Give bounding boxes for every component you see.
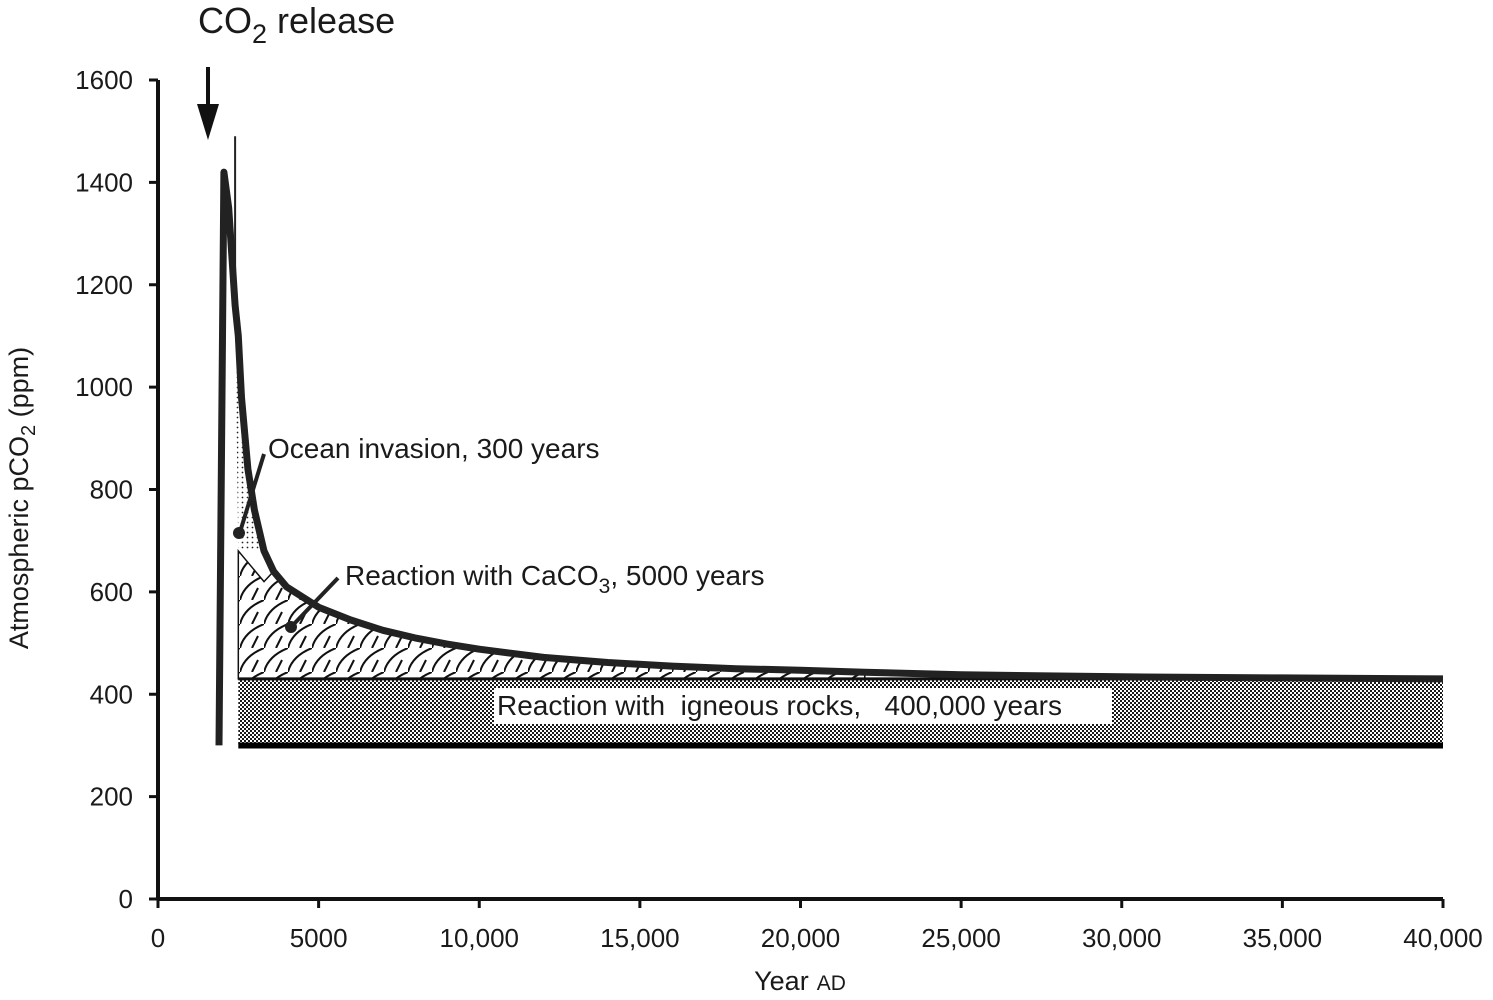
caco3-reaction-pointer-dot [285, 621, 297, 633]
y-axis-title: Atmospheric pCO2 (ppm) [4, 347, 40, 649]
x-axis-title: Year AD [754, 966, 846, 996]
y-tick-label: 600 [90, 577, 133, 607]
y-tick-label: 1600 [75, 65, 133, 95]
ocean-invasion-pointer-dot [233, 527, 245, 539]
caco3-reaction-pointer [290, 576, 340, 628]
igneous-rocks-label: Reaction with igneous rocks, 400,000 yea… [497, 690, 1062, 721]
x-tick-label: 20,000 [761, 923, 841, 953]
y-tick-label: 1200 [75, 270, 133, 300]
igneous-label-background [494, 688, 1112, 724]
ocean-invasion-region [235, 325, 265, 551]
x-tick-label: 35,000 [1243, 923, 1323, 953]
y-tick-label: 400 [90, 679, 133, 709]
y-tick-label: 1400 [75, 167, 133, 197]
x-tick-label: 5000 [290, 923, 348, 953]
y-tick-label: 200 [90, 782, 133, 812]
x-tick-label: 10,000 [439, 923, 519, 953]
release-arrow-icon [197, 104, 219, 140]
x-tick-label: 0 [151, 923, 165, 953]
caco3-reaction-label: Reaction with CaCO3, 5000 years [345, 560, 764, 598]
ocean-invasion-pointer [238, 453, 266, 533]
x-tick-label: 40,000 [1403, 923, 1483, 953]
ocean-invasion-label: Ocean invasion, 300 years [268, 433, 600, 464]
y-tick-label: 800 [90, 475, 133, 505]
x-ticks: 0 5000 10,000 15,000 20,000 25,000 30,000 35,00… [151, 899, 1483, 953]
pco2-curve [215, 168, 1444, 746]
x-tick-label: 15,000 [600, 923, 680, 953]
y-tick-label: 0 [119, 884, 133, 914]
y-ticks: 0 200 400 600 800 1000 1200 1400 1600 [75, 65, 158, 914]
x-tick-label: 30,000 [1082, 923, 1162, 953]
x-tick-label: 25,000 [921, 923, 1001, 953]
co2-release-label: CO2 release [198, 0, 395, 49]
y-tick-label: 1000 [75, 372, 133, 402]
